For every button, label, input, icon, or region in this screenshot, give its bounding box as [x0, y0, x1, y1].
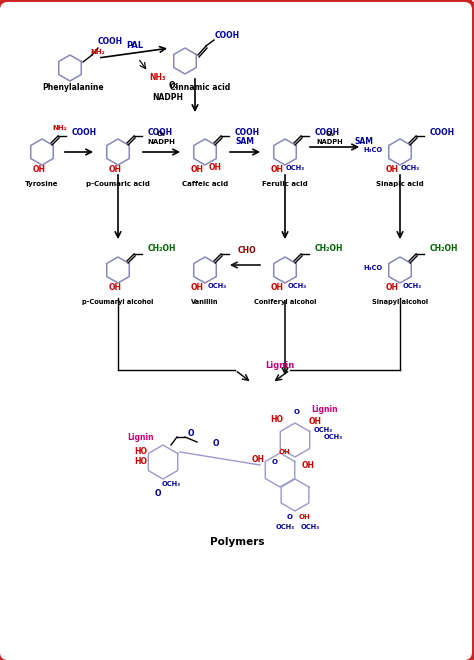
Text: HO: HO	[271, 416, 283, 424]
Text: Caffeic acid: Caffeic acid	[182, 181, 228, 187]
Text: OCH₃: OCH₃	[401, 165, 419, 171]
Text: O: O	[155, 490, 161, 498]
Text: OCH₃: OCH₃	[402, 283, 421, 289]
Text: COOH: COOH	[72, 129, 97, 137]
Text: OH: OH	[191, 284, 203, 292]
Text: Tyrosine: Tyrosine	[25, 181, 59, 187]
Text: OCH₃: OCH₃	[275, 524, 294, 530]
Text: H₃CO: H₃CO	[364, 147, 383, 153]
Text: O₂: O₂	[169, 81, 179, 90]
Text: OH: OH	[109, 166, 121, 174]
Text: CH₂OH: CH₂OH	[315, 244, 343, 253]
Text: NH₂: NH₂	[91, 49, 105, 55]
Text: O: O	[188, 430, 194, 438]
Text: PAL: PAL	[127, 42, 144, 51]
Text: H₃CO: H₃CO	[364, 265, 383, 271]
Text: OH: OH	[271, 284, 283, 292]
Text: Coniferyl alcohol: Coniferyl alcohol	[254, 299, 316, 305]
Text: NH₂: NH₂	[53, 125, 67, 131]
Text: O: O	[272, 459, 278, 465]
Text: OCH₃: OCH₃	[162, 481, 181, 487]
Text: COOH: COOH	[214, 30, 239, 40]
Text: NADPH: NADPH	[317, 139, 343, 145]
Text: O₂: O₂	[156, 131, 165, 137]
Text: CHO: CHO	[238, 246, 256, 255]
Text: Lignin: Lignin	[312, 405, 338, 414]
Text: Cinnamic acid: Cinnamic acid	[170, 84, 230, 92]
Text: SAM: SAM	[236, 137, 255, 147]
Text: COOH: COOH	[98, 38, 123, 46]
Text: OCH₃: OCH₃	[323, 434, 343, 440]
Text: OCH₃: OCH₃	[285, 165, 305, 171]
Text: Sinapic acid: Sinapic acid	[376, 181, 424, 187]
Text: O: O	[294, 409, 300, 415]
Text: Vanillin: Vanillin	[191, 299, 219, 305]
Text: OCH₃: OCH₃	[287, 283, 307, 289]
Text: Lignin: Lignin	[265, 362, 295, 370]
Text: CH₂OH: CH₂OH	[148, 244, 176, 253]
Text: OCH₃: OCH₃	[208, 283, 227, 289]
Text: OCH₃: OCH₃	[301, 524, 319, 530]
Text: HO: HO	[135, 457, 147, 467]
Text: OH: OH	[252, 455, 264, 465]
Text: Phenylalanine: Phenylalanine	[42, 84, 104, 92]
Text: OH: OH	[279, 449, 291, 455]
Text: CH₂OH: CH₂OH	[430, 244, 458, 253]
Text: NADPH: NADPH	[147, 139, 175, 145]
Text: OH: OH	[385, 284, 399, 292]
Text: p-Coumaryl alcohol: p-Coumaryl alcohol	[82, 299, 154, 305]
Text: COOH: COOH	[429, 129, 455, 137]
Text: COOH: COOH	[315, 129, 340, 137]
Text: OH: OH	[109, 284, 121, 292]
Text: Lignin: Lignin	[128, 432, 155, 442]
Text: O: O	[287, 514, 293, 520]
Text: OH: OH	[191, 166, 203, 174]
Text: O₂: O₂	[326, 131, 335, 137]
Text: NH₃: NH₃	[149, 73, 165, 82]
Text: OH: OH	[301, 461, 315, 469]
Text: HO: HO	[135, 447, 147, 457]
Text: O: O	[213, 440, 219, 449]
Text: NADPH: NADPH	[153, 94, 183, 102]
Text: Polymers: Polymers	[210, 537, 264, 547]
Text: OH: OH	[33, 166, 46, 174]
Text: OH: OH	[209, 164, 221, 172]
Text: OH: OH	[271, 166, 283, 174]
Text: OH: OH	[299, 514, 311, 520]
Text: SAM: SAM	[355, 137, 374, 147]
Text: COOH: COOH	[235, 129, 260, 137]
Text: Sinapyl alcohol: Sinapyl alcohol	[372, 299, 428, 305]
Text: COOH: COOH	[147, 129, 173, 137]
Text: p-Coumaric acid: p-Coumaric acid	[86, 181, 150, 187]
Text: OH: OH	[385, 166, 399, 174]
Text: Ferulic acid: Ferulic acid	[262, 181, 308, 187]
Text: OH: OH	[309, 418, 321, 426]
Text: OCH₃: OCH₃	[313, 427, 333, 433]
